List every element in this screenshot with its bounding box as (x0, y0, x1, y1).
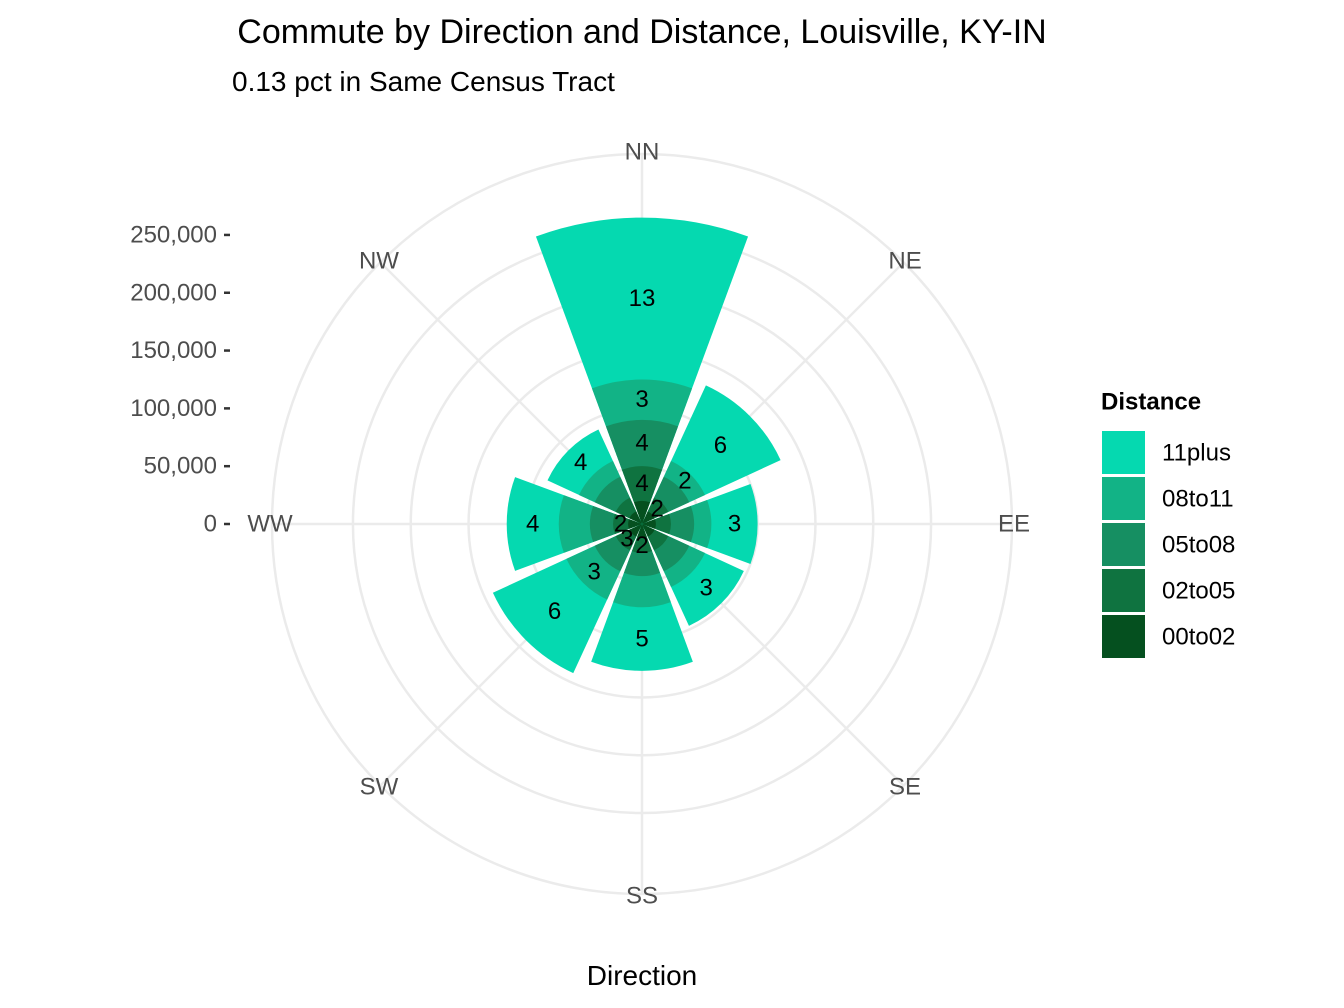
legend-key-02to05 (1102, 569, 1145, 612)
segment-label-ww-11plus: 4 (526, 511, 539, 538)
segment-label-ww-02to05: 2 (614, 511, 627, 538)
direction-label-ww: WW (247, 511, 293, 538)
segment-label-nn-05to08: 4 (635, 430, 648, 457)
legend-key-11plus (1102, 431, 1145, 474)
direction-label-ee: EE (998, 511, 1030, 538)
bar-ss-02to05 (632, 524, 652, 553)
bar-ww-02to05 (613, 514, 642, 534)
bar-ee-02to05 (642, 514, 671, 534)
direction-label-ne: NE (888, 247, 921, 274)
legend-key-00to02 (1102, 615, 1145, 658)
segment-label-sw-02to05: 3 (620, 526, 633, 553)
segment-label-ss-02to05: 2 (635, 532, 648, 559)
bar-ee-00to02 (642, 519, 656, 529)
radial-tick-label: 0 (204, 511, 217, 538)
segment-label-ne-11plus: 6 (714, 432, 727, 459)
legend-label-02to05: 02to05 (1162, 578, 1235, 605)
legend-key-05to08 (1102, 523, 1145, 566)
bar-ss-00to02 (637, 524, 647, 538)
segment-label-sw-11plus: 6 (548, 598, 561, 625)
bar-sw-00to02 (629, 524, 642, 537)
direction-labels: NN NE EE SE SS SW WW NW (247, 139, 1030, 910)
segment-label-nn-11plus: 13 (629, 285, 656, 312)
bar-ne-00to02 (642, 511, 655, 524)
radial-axis: 0 50,000 100,000 150,000 200,000 250,000 (130, 221, 230, 538)
segment-label-nw-11plus: 4 (574, 449, 587, 476)
bar-nn-11plus (535, 217, 749, 524)
direction-label-sw: SW (360, 774, 399, 801)
legend-label-00to02: 00to02 (1162, 624, 1235, 651)
radial-tick-label: 200,000 (130, 279, 217, 306)
bar-se-00to02 (642, 524, 655, 537)
segment-label-sw-08to11: 3 (587, 558, 600, 585)
legend-key-08to11 (1102, 477, 1145, 520)
segment-label-ss-11plus: 5 (635, 626, 648, 653)
segment-label-nn-08to11: 3 (635, 386, 648, 413)
legend-label-11plus: 11plus (1162, 440, 1231, 467)
direction-label-se: SE (889, 774, 921, 801)
legend-label-08to11: 08to11 (1162, 486, 1234, 513)
bar-ww-00to02 (628, 519, 642, 529)
legend-label-05to08: 05to08 (1162, 532, 1235, 559)
direction-label-nw: NW (359, 247, 399, 274)
chart-title: Commute by Direction and Distance, Louis… (237, 13, 1046, 51)
segment-label-ee-11plus: 3 (728, 511, 741, 538)
bar-nn-02to05 (621, 466, 663, 524)
legend: Distance 11plus 08to11 05to08 02to05 00to02 (1101, 389, 1235, 658)
direction-label-ss: SS (626, 883, 658, 910)
direction-label-nn: NN (625, 139, 660, 166)
radial-tick-label: 50,000 (144, 453, 217, 480)
segment-label-ne-02to05: 2 (650, 495, 663, 522)
chart-subtitle: 0.13 pct in Same Census Tract (232, 66, 615, 97)
segment-label-ne-08to11: 2 (678, 468, 691, 495)
x-axis-label: Direction (587, 960, 697, 991)
radial-tick-label: 100,000 (130, 395, 217, 422)
bars (492, 217, 781, 674)
radial-tick-label: 250,000 (130, 221, 217, 248)
bar-nn-00to02 (634, 500, 650, 524)
segment-label-se-11plus: 3 (700, 575, 713, 602)
segment-label-nn-02to05: 4 (635, 470, 648, 497)
bar-nw-00to02 (629, 511, 642, 524)
legend-title: Distance (1101, 389, 1201, 416)
radial-tick-label: 150,000 (130, 337, 217, 364)
